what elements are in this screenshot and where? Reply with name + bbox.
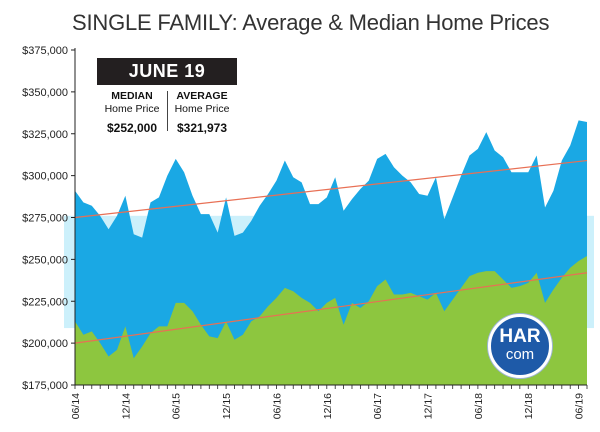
har-logo: HAR com bbox=[488, 314, 552, 378]
y-tick-label: $250,000 bbox=[22, 254, 68, 266]
x-tick-label: 12/14 bbox=[120, 393, 132, 419]
chart-title: SINGLE FAMILY: Average & Median Home Pri… bbox=[72, 10, 550, 35]
y-tick-label: $275,000 bbox=[22, 213, 68, 225]
x-tick-label: 12/16 bbox=[322, 393, 334, 419]
series-median-area bbox=[75, 256, 587, 385]
plot-area bbox=[75, 120, 587, 385]
median-label: MEDIAN bbox=[111, 90, 153, 102]
y-tick-label: $375,000 bbox=[22, 45, 68, 57]
june-callout: JUNE 19 MEDIAN Home Price $252,000 AVERA… bbox=[97, 58, 237, 136]
y-tick-label: $300,000 bbox=[22, 171, 68, 183]
callout-heading: JUNE 19 bbox=[97, 58, 237, 85]
median-box: MEDIAN Home Price $252,000 bbox=[97, 90, 167, 135]
x-tick-label: 06/14 bbox=[70, 393, 82, 419]
y-tick-label: $350,000 bbox=[22, 87, 68, 99]
axes: $175,000 $200,000 $225,000 $250,000 $275,000… bbox=[22, 45, 588, 419]
y-tick-label: $225,000 bbox=[22, 296, 68, 308]
average-value: $321,973 bbox=[176, 121, 228, 135]
x-tick-label: 12/18 bbox=[523, 393, 535, 419]
trendline-average bbox=[74, 159, 588, 219]
x-tick-label: 06/16 bbox=[271, 393, 283, 419]
x-tick-label: 06/15 bbox=[171, 393, 183, 419]
x-tick-label: 12/17 bbox=[423, 393, 435, 419]
callout-divider bbox=[167, 91, 168, 131]
x-tick-label: 06/18 bbox=[473, 393, 485, 419]
average-sublabel: Home Price bbox=[174, 103, 230, 115]
trendlines bbox=[74, 159, 588, 344]
x-tick-label: 06/17 bbox=[372, 393, 384, 419]
median-value: $252,000 bbox=[106, 121, 158, 135]
trendline-median bbox=[74, 272, 588, 344]
x-tick-label: 12/15 bbox=[221, 393, 233, 419]
y-tick-label: $200,000 bbox=[22, 338, 68, 350]
logo-text-har: HAR bbox=[499, 326, 541, 347]
y-tick-label: $175,000 bbox=[22, 380, 68, 392]
average-label: AVERAGE bbox=[176, 90, 228, 102]
logo-text-com: com bbox=[505, 346, 535, 363]
average-box: AVERAGE Home Price $321,973 bbox=[167, 90, 237, 135]
x-tick-label: 06/19 bbox=[574, 393, 586, 419]
median-sublabel: Home Price bbox=[104, 103, 160, 115]
y-tick-label: $325,000 bbox=[22, 129, 68, 141]
